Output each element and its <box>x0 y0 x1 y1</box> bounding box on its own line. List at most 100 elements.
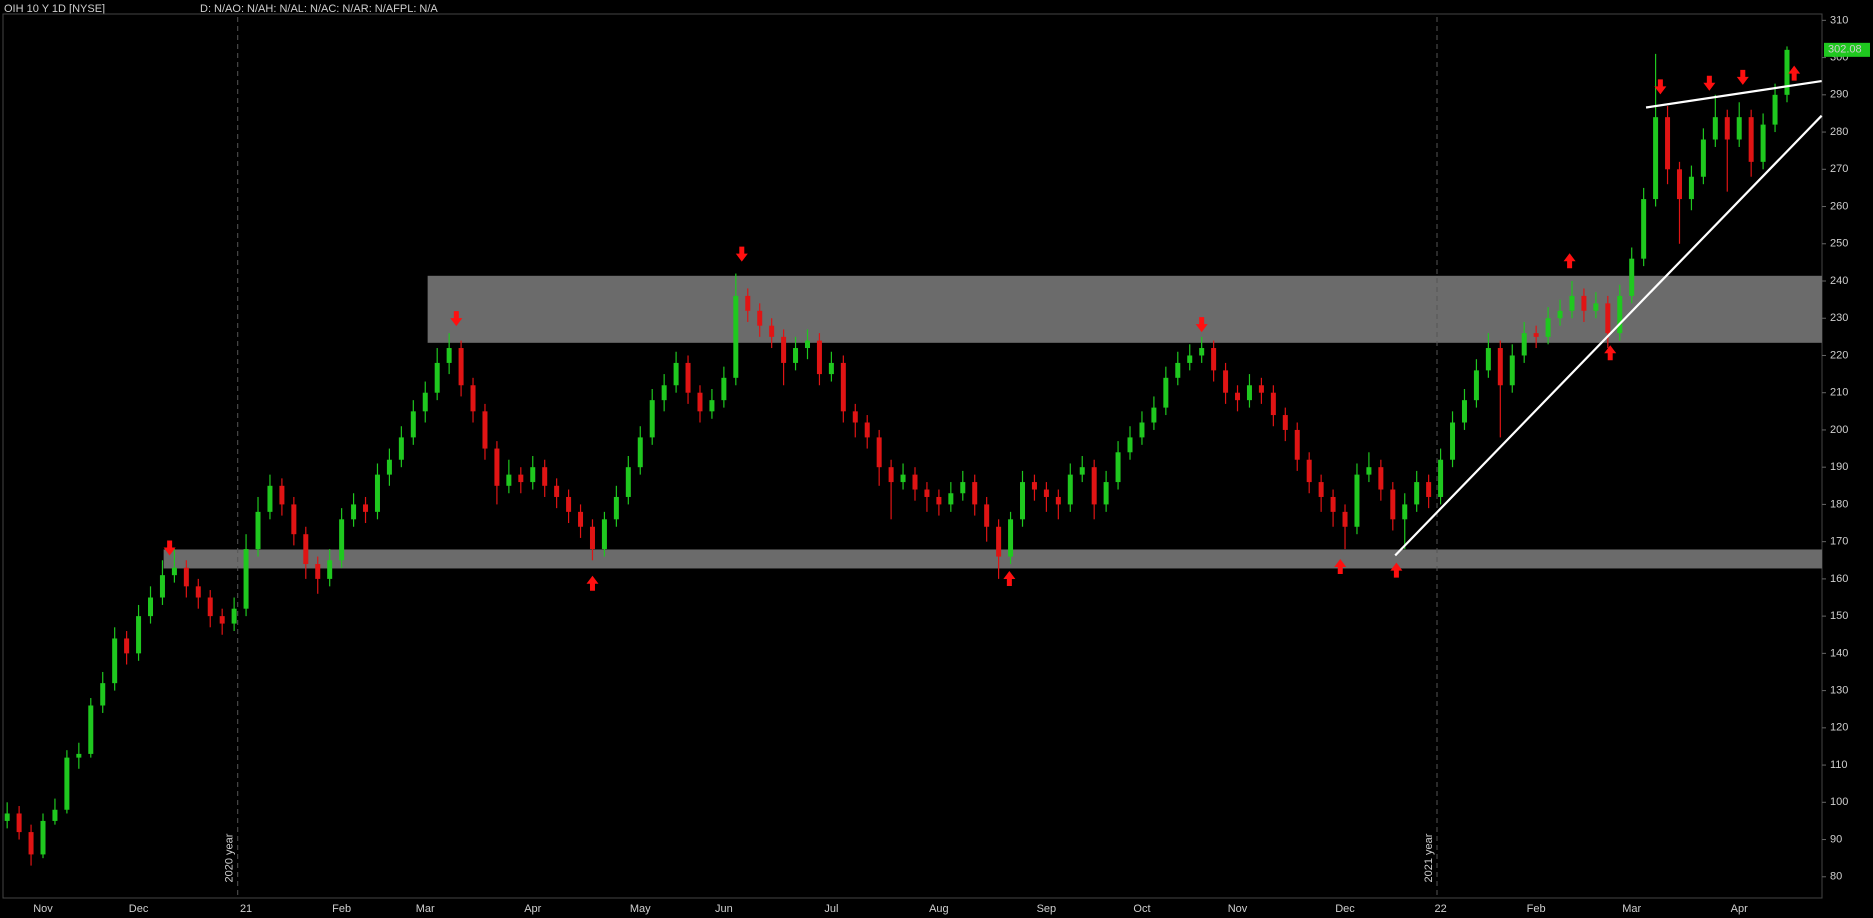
x-tick-label: Dec <box>129 903 149 915</box>
x-tick-label: 22 <box>1434 903 1446 915</box>
y-tick-label: 140 <box>1830 647 1848 659</box>
candle-body <box>530 467 536 483</box>
arrow-annotation <box>450 311 463 327</box>
candle-body <box>625 467 631 497</box>
candle-body <box>1067 474 1073 505</box>
x-tick-label: Mar <box>1622 903 1641 915</box>
candle-body <box>1485 348 1491 371</box>
candle-body <box>637 437 643 468</box>
arrow-annotation <box>1334 559 1347 575</box>
x-tick-label: Feb <box>332 903 351 915</box>
arrow-annotation <box>1654 79 1667 95</box>
candle-body <box>1055 496 1061 505</box>
y-tick-label: 130 <box>1830 685 1848 697</box>
candle-body <box>470 385 476 412</box>
candle-body <box>1760 124 1766 162</box>
candle-body <box>1318 482 1324 497</box>
candle-body <box>948 493 954 505</box>
candle-body <box>1258 385 1264 393</box>
y-tick-label: 150 <box>1830 610 1848 622</box>
candle-body <box>613 496 619 520</box>
candle-body <box>16 813 22 833</box>
candle-body <box>518 474 524 483</box>
candle-body <box>1008 519 1014 557</box>
candle-body <box>1282 415 1288 430</box>
candle-body <box>864 422 870 438</box>
x-tick-label: Jun <box>715 903 733 915</box>
candle-body <box>1342 511 1348 527</box>
candle-body <box>40 820 46 855</box>
candle-body <box>410 411 416 438</box>
candle-body <box>1390 489 1396 520</box>
y-tick-label: 230 <box>1830 312 1848 324</box>
candle-body <box>1043 489 1049 497</box>
candle-body <box>1031 482 1037 490</box>
y-tick-label: 260 <box>1830 200 1848 212</box>
candle-body <box>1473 370 1479 401</box>
candle-body <box>673 362 679 386</box>
year-label: 2020 year <box>224 833 236 882</box>
candle-body <box>52 809 58 821</box>
candle-body <box>1724 117 1730 140</box>
arrow-annotation <box>1736 69 1749 85</box>
x-tick-label: 21 <box>240 903 252 915</box>
y-tick-label: 250 <box>1830 238 1848 250</box>
y-tick-label: 110 <box>1830 759 1848 771</box>
candle-body <box>1020 482 1026 520</box>
candle-body <box>88 705 94 754</box>
x-tick-label: Sep <box>1037 903 1057 915</box>
candle-body <box>542 467 548 486</box>
candle-body <box>1223 370 1229 393</box>
arrow-annotation <box>1563 253 1576 269</box>
candle-body <box>1414 482 1420 505</box>
candle-body <box>327 560 333 579</box>
candle-body <box>363 504 369 512</box>
candle-body <box>112 638 118 684</box>
candle-body <box>709 400 715 412</box>
candle-body <box>1629 258 1635 296</box>
candle-body <box>1235 392 1241 401</box>
candle-body <box>578 511 584 527</box>
candle-body <box>697 392 703 412</box>
candle-body <box>900 474 906 483</box>
plot-frame <box>2 13 1823 899</box>
candle-body <box>315 563 321 579</box>
candle-body <box>1115 452 1121 483</box>
candle-body <box>1772 94 1778 125</box>
y-tick-label: 100 <box>1830 796 1848 808</box>
candle-body <box>566 496 572 512</box>
arrow-annotation <box>163 540 176 556</box>
arrow-annotation <box>1390 562 1403 578</box>
y-tick-label: 280 <box>1830 126 1848 138</box>
x-tick-label: Feb <box>1527 903 1546 915</box>
candle-body <box>1665 117 1671 170</box>
candle-body <box>207 597 213 617</box>
candle-body <box>1545 318 1551 337</box>
x-tick-label: Nov <box>33 903 53 915</box>
candle-body <box>183 567 189 587</box>
candle-body <box>1402 504 1408 520</box>
candle-body <box>1461 400 1467 423</box>
candle-body <box>219 616 225 624</box>
candle-body <box>1091 467 1097 505</box>
candle-body <box>195 586 201 598</box>
candle-body <box>1581 295 1587 311</box>
candle-body <box>876 437 882 468</box>
candle-body <box>1354 474 1360 527</box>
candle-body <box>1139 422 1145 438</box>
candle-body <box>960 482 966 494</box>
candle-body <box>661 385 667 401</box>
candle-body <box>4 813 10 821</box>
candle-body <box>494 448 500 486</box>
candle-body <box>1187 355 1193 363</box>
candle-body <box>1593 303 1599 311</box>
x-tick-label: Dec <box>1335 903 1355 915</box>
x-tick-label: Apr <box>524 903 541 915</box>
y-tick-label: 80 <box>1830 871 1842 883</box>
candle-body <box>458 348 464 386</box>
candle-body <box>64 757 70 810</box>
candle-body <box>852 411 858 423</box>
candle-body <box>1521 333 1527 356</box>
last-price-box <box>1824 42 1870 57</box>
